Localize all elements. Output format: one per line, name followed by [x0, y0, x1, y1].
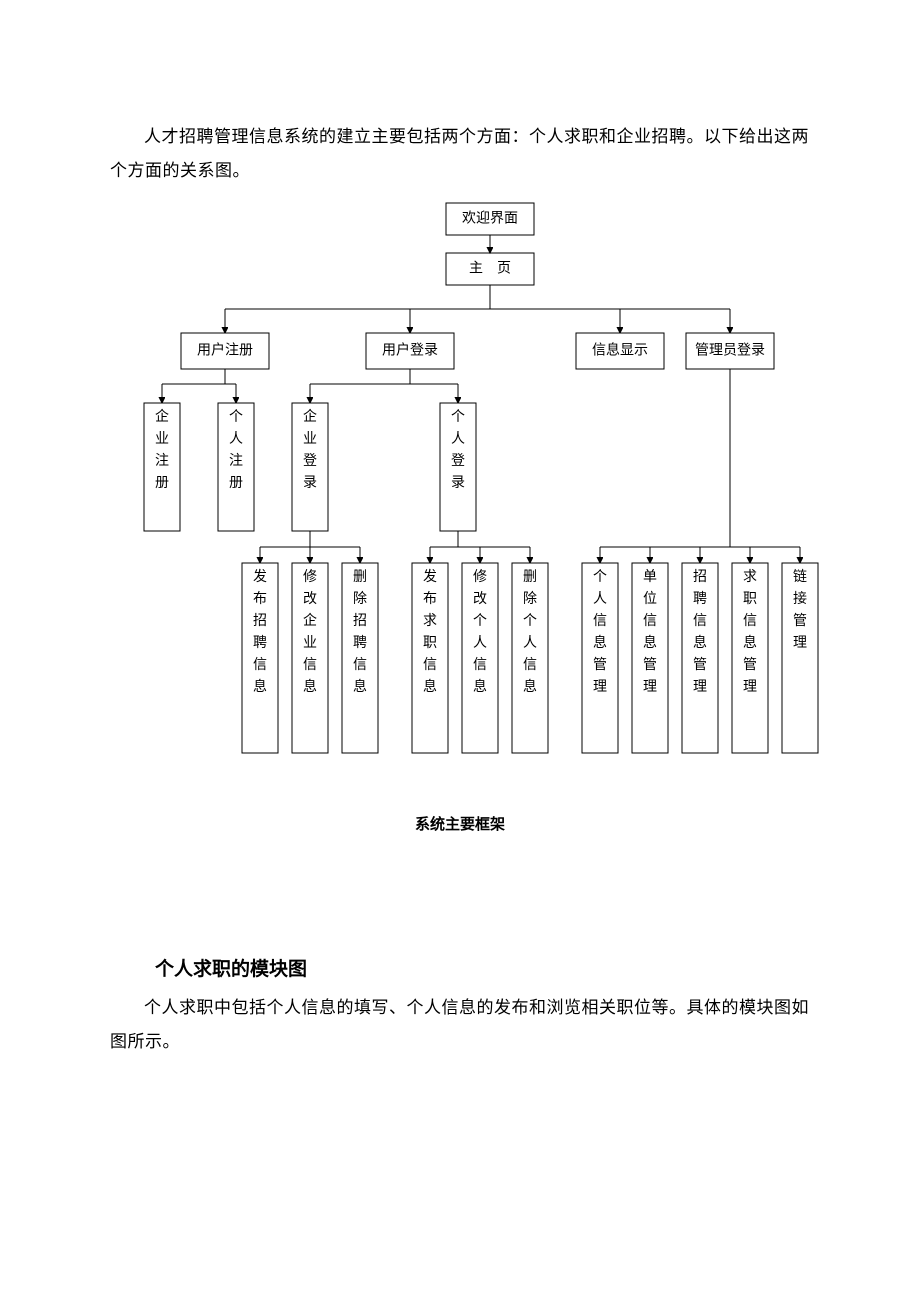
node-label: 删: [523, 569, 537, 585]
node-label: 注: [155, 453, 169, 469]
node-label: 人: [473, 635, 487, 651]
figure-caption: 系统主要框架: [110, 813, 810, 834]
node-label: 理: [743, 680, 757, 695]
node-label: 欢迎界面: [462, 211, 518, 227]
node-label: 聘: [253, 635, 267, 651]
node-label: 管: [643, 657, 657, 673]
node-label: 信: [423, 657, 437, 673]
node-label: 息: [743, 634, 757, 651]
node-label: 息: [303, 678, 317, 695]
node-label: 单: [643, 569, 657, 585]
node-label: 录: [451, 475, 465, 491]
node-label: 息: [593, 634, 607, 651]
node-label: 信: [693, 613, 707, 629]
node-label: 改: [303, 591, 317, 607]
node-label: 录: [303, 475, 317, 491]
node-label: 登: [303, 453, 317, 469]
node-label: 册: [155, 476, 169, 491]
node-label: 用户登录: [382, 342, 438, 359]
node-label: 业: [303, 635, 317, 651]
node-label: 信: [253, 657, 267, 673]
node-label: 息: [423, 678, 437, 695]
node-label: 招: [253, 613, 267, 629]
node-label: 管: [743, 657, 757, 673]
node-label: 息: [473, 678, 487, 695]
node-label: 布: [253, 591, 267, 607]
node-label: 个: [451, 409, 465, 425]
node-label: 息: [523, 678, 537, 695]
node-label: 修: [303, 569, 317, 585]
node-label: 管: [793, 613, 807, 629]
node-label: 人: [593, 591, 607, 607]
node-label: 企: [303, 408, 317, 425]
node-label: 信: [353, 657, 367, 673]
node-label: 求: [743, 569, 757, 585]
section-heading: 个人求职的模块图: [155, 954, 810, 981]
node-label: 求: [423, 613, 437, 629]
node-label: 信: [473, 657, 487, 673]
section-intro-paragraph: 个人求职中包括个人信息的填写、个人信息的发布和浏览相关职位等。具体的模块图如图所…: [110, 991, 810, 1059]
node-label: 聘: [353, 635, 367, 651]
node-label: 接: [793, 590, 807, 607]
node-label: 信: [593, 613, 607, 629]
node-label: 链: [793, 569, 807, 585]
node-label: 理: [793, 636, 807, 651]
node-label: 管: [593, 657, 607, 673]
node-label: 册: [229, 476, 243, 491]
node-label: 信: [743, 613, 757, 629]
node-label: 主 页: [469, 261, 511, 277]
node-label: 人: [523, 635, 537, 651]
node-label: 企: [155, 408, 169, 425]
node-label: 个: [593, 569, 607, 585]
node-label: 个: [473, 613, 487, 629]
intro-paragraph: 人才招聘管理信息系统的建立主要包括两个方面：个人求职和企业招聘。以下给出这两个方…: [110, 120, 810, 188]
node-label: 管: [693, 657, 707, 673]
node-label: 理: [593, 680, 607, 695]
node-label: 招: [693, 569, 707, 585]
node-label: 布: [423, 591, 437, 607]
node-label: 息: [253, 678, 267, 695]
node-label: 息: [353, 678, 367, 695]
node-label: 个: [523, 613, 537, 629]
node-label: 理: [693, 680, 707, 695]
node-label: 息: [693, 634, 707, 651]
node-label: 聘: [693, 591, 707, 607]
node-label: 人: [451, 431, 465, 447]
node-label: 位: [643, 591, 657, 607]
node-label: 发: [253, 569, 267, 585]
node-label: 理: [643, 680, 657, 695]
system-tree-diagram: 欢迎界面主 页用户注册用户登录信息显示管理员登录企业注册个人注册企业登录个人登录…: [110, 198, 870, 763]
node-label: 信: [523, 657, 537, 673]
node-label: 登: [451, 453, 465, 469]
node-label: 招: [353, 613, 367, 629]
node-label: 个: [229, 409, 243, 425]
node-label: 信息显示: [592, 342, 648, 359]
node-label: 信: [643, 613, 657, 629]
node-label: 发: [423, 569, 437, 585]
node-label: 除: [353, 591, 367, 607]
node-label: 删: [353, 569, 367, 585]
node-label: 职: [743, 592, 757, 607]
node-label: 业: [155, 431, 169, 447]
node-label: 注: [229, 453, 243, 469]
node-label: 职: [423, 636, 437, 651]
node-label: 息: [643, 634, 657, 651]
node-label: 业: [303, 431, 317, 447]
node-label: 人: [229, 431, 243, 447]
node-label: 用户注册: [197, 342, 253, 359]
node-label: 企: [303, 612, 317, 629]
node-label: 改: [473, 591, 487, 607]
node-label: 信: [303, 657, 317, 673]
node-label: 修: [473, 569, 487, 585]
node-label: 管理员登录: [695, 343, 765, 359]
node-label: 除: [523, 591, 537, 607]
